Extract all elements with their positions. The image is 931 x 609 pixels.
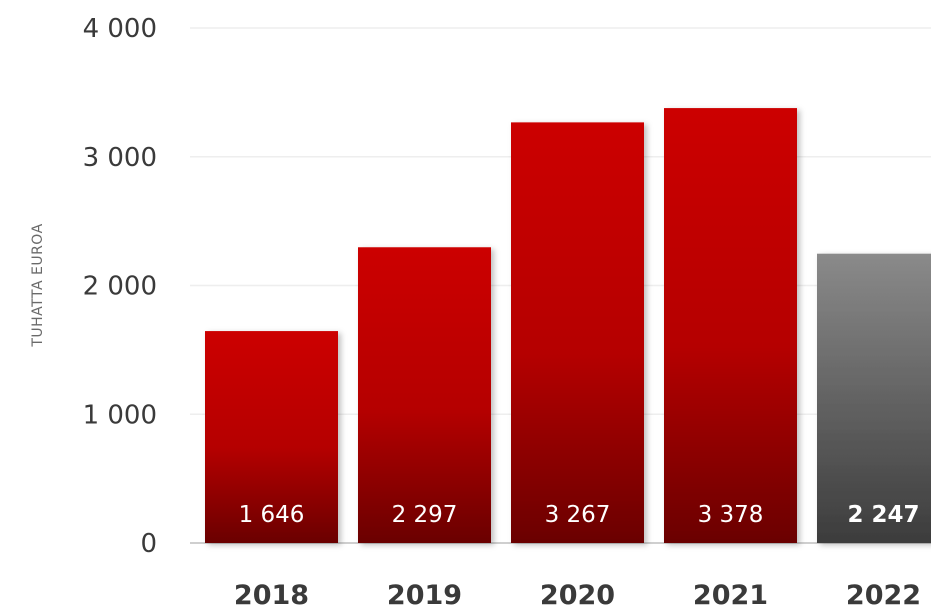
x-axis-ticks: 2018 2019 2020 2021 2022 xyxy=(234,580,921,609)
bar-2018 xyxy=(205,331,338,543)
x-tick-label-2022: 2022 xyxy=(846,580,921,609)
x-tick-label-2020: 2020 xyxy=(540,580,615,609)
y-tick-label: 1 000 xyxy=(83,400,157,430)
y-tick-label: 3 000 xyxy=(83,143,157,173)
bars xyxy=(205,108,931,544)
data-label-2022: 2 247 xyxy=(847,502,919,528)
x-tick-label-2018: 2018 xyxy=(234,580,309,609)
bar-2022 xyxy=(817,253,931,544)
y-tick-label: 0 xyxy=(140,529,157,559)
y-axis-label: TUHATTA EUROA xyxy=(30,223,46,347)
data-label-2021: 3 378 xyxy=(698,502,764,528)
x-tick-label-2021: 2021 xyxy=(693,580,768,609)
bar-2019 xyxy=(358,247,491,544)
y-axis-ticks: 0 1 000 2 000 3 000 4 000 xyxy=(83,14,157,559)
data-label-2019: 2 297 xyxy=(392,502,458,528)
data-label-2020: 3 267 xyxy=(545,502,611,528)
data-labels: 1 646 2 297 3 267 3 378 2 247 xyxy=(239,502,920,528)
data-label-2018: 1 646 xyxy=(239,502,305,528)
bar-2020 xyxy=(511,122,644,543)
bar-2021 xyxy=(664,108,797,544)
y-tick-label: 2 000 xyxy=(83,272,157,302)
x-tick-label-2019: 2019 xyxy=(387,580,462,609)
y-tick-label: 4 000 xyxy=(83,14,157,44)
